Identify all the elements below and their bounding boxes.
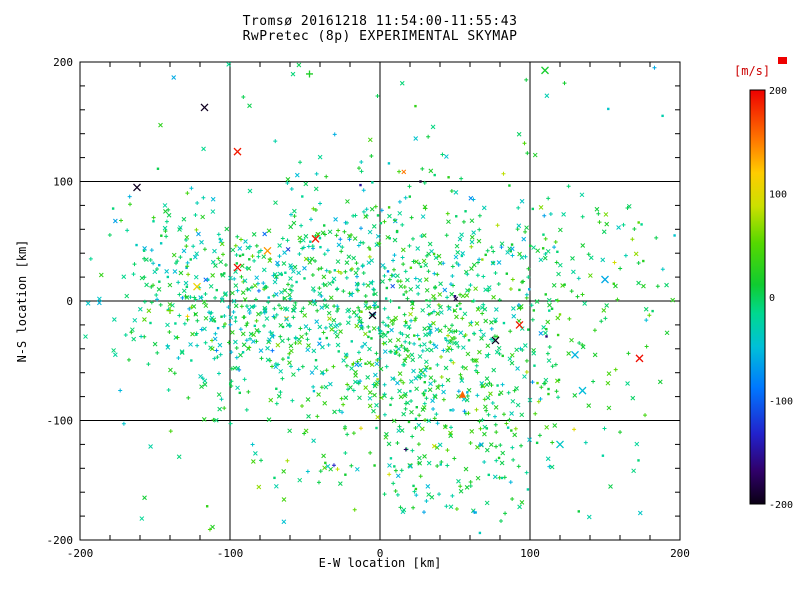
svg-text:200: 200 [670, 547, 690, 560]
scatter-points [83, 62, 676, 535]
svg-text:100: 100 [520, 547, 540, 560]
svg-text:-200: -200 [769, 500, 793, 511]
svg-text:100: 100 [53, 176, 73, 189]
x-axis-label: E-W location [km] [318, 556, 442, 570]
figure-subtitle: RwPretec (8p) EXPERIMENTAL SKYMAP [242, 29, 518, 44]
minor-ticks [79, 61, 681, 541]
colorbar-tick-labels: 200 100 0 -100 -200 [769, 86, 793, 511]
grid-lines [80, 62, 680, 540]
colorbar [749, 89, 766, 505]
svg-text:-200: -200 [47, 534, 74, 547]
colorbar-unit-label: [m/s] [734, 64, 771, 78]
svg-text:-100: -100 [47, 415, 74, 428]
svg-text:200: 200 [53, 56, 73, 69]
svg-text:0: 0 [377, 547, 384, 560]
figure-title: Tromsø 20161218 11:54:00-11:55:43 [242, 14, 518, 29]
svg-text:0: 0 [66, 295, 73, 308]
svg-text:-100: -100 [769, 397, 793, 408]
colorbar-max-marker [778, 57, 787, 64]
svg-text:100: 100 [769, 190, 787, 201]
svg-text:-200: -200 [67, 547, 94, 560]
svg-text:200: 200 [769, 86, 787, 97]
svg-text:-100: -100 [217, 547, 244, 560]
svg-text:0: 0 [769, 293, 775, 304]
tick-labels: -200 -100 0 100 200 -200 -100 0 100 200 [47, 56, 690, 560]
